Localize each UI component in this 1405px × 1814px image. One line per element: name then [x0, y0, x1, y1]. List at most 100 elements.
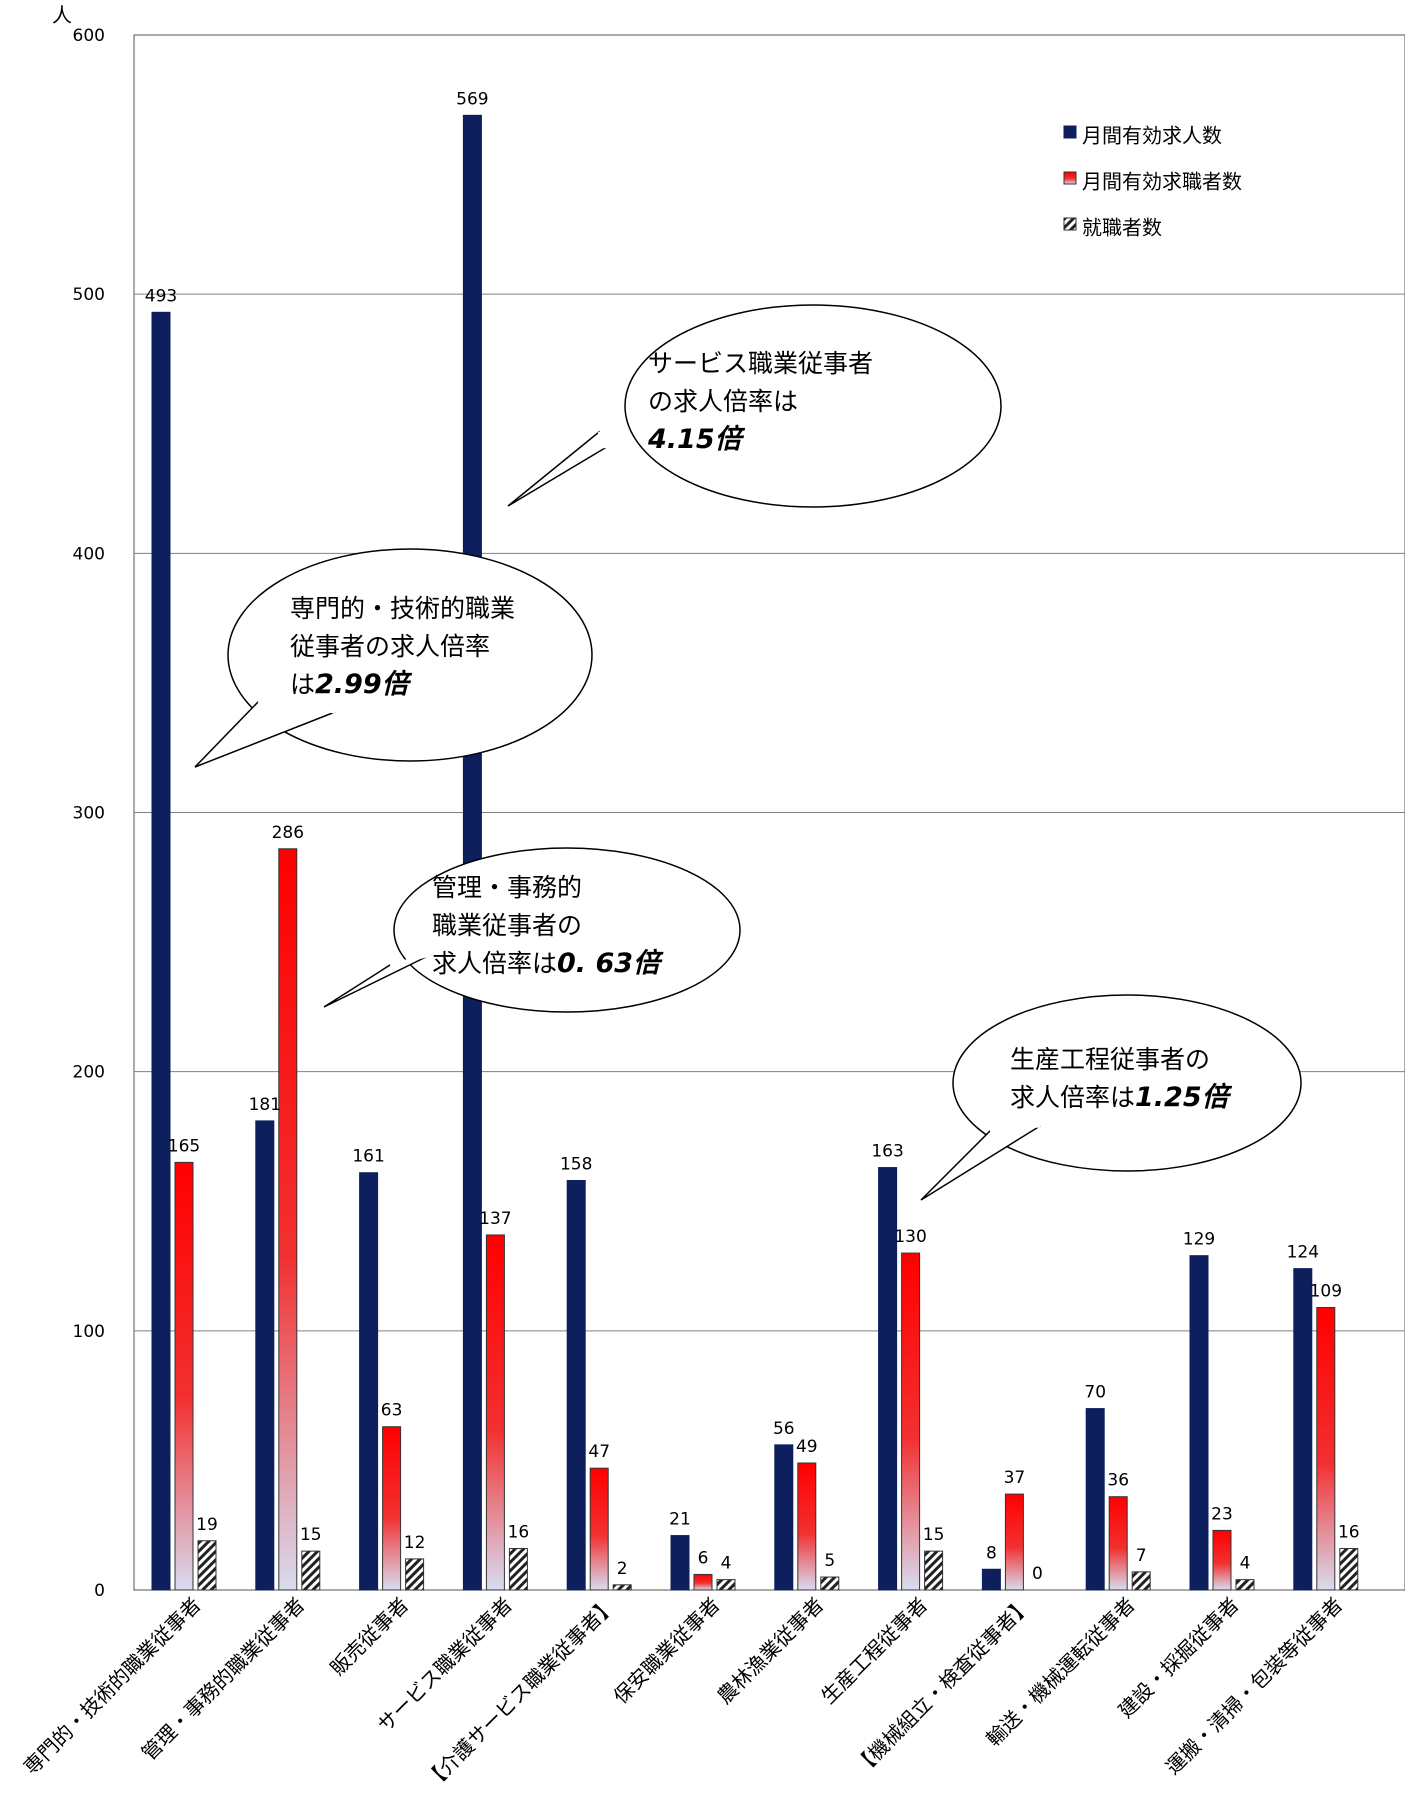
bar: [1108, 1496, 1128, 1591]
data-label: 7: [1136, 1546, 1147, 1566]
data-label: 12: [404, 1533, 426, 1553]
bar: [1085, 1408, 1105, 1591]
bar: [301, 1550, 321, 1591]
data-label: 129: [1183, 1230, 1215, 1250]
callout-tail-join: [389, 953, 431, 967]
bar: [1316, 1307, 1336, 1591]
y-tick-label: 200: [73, 1063, 105, 1083]
y-tick-label: 100: [73, 1322, 105, 1342]
callout-bubble: [624, 304, 1002, 508]
bar: [197, 1540, 217, 1591]
data-label: 5: [824, 1551, 835, 1571]
data-label: 37: [1004, 1468, 1026, 1488]
data-label: 49: [796, 1437, 818, 1457]
bar: [485, 1234, 505, 1591]
legend-swatch: [1063, 217, 1077, 231]
bar: [1131, 1571, 1151, 1591]
y-tick-label: 300: [73, 804, 105, 824]
callout-ratio: 2.99倍: [315, 669, 413, 700]
legend-label: 月間有効求人数: [1082, 124, 1222, 148]
bar: [878, 1167, 898, 1591]
callout-tail-join: [597, 431, 607, 449]
bar: [405, 1558, 425, 1591]
y-axis-label: 人: [52, 3, 72, 27]
data-label: 56: [773, 1419, 795, 1439]
callout-text: 求人倍率は1.25倍: [1010, 1082, 1233, 1113]
bar: [1004, 1493, 1024, 1591]
bar: [981, 1568, 1001, 1591]
callout-tail-join: [989, 1124, 1041, 1133]
data-label: 63: [381, 1401, 403, 1421]
data-label: 4: [721, 1554, 732, 1574]
data-label: 36: [1107, 1471, 1129, 1491]
data-label: 165: [168, 1136, 200, 1156]
bar: [151, 311, 171, 1591]
y-tick-label: 600: [73, 26, 105, 46]
data-label: 130: [894, 1227, 926, 1247]
category-label: 保安職業従事者: [609, 1593, 725, 1709]
data-label: 0: [1032, 1564, 1043, 1584]
data-label: 15: [923, 1525, 945, 1545]
bars: [151, 114, 1359, 1591]
callout-ratio: 0. 63倍: [557, 948, 664, 979]
bar: [566, 1180, 586, 1591]
callout-prefix: 求人倍率は: [432, 949, 557, 978]
callout-ratio: 1.25倍: [1135, 1082, 1233, 1113]
data-label: 109: [1310, 1282, 1342, 1302]
bar: [774, 1444, 794, 1591]
data-label: 4: [1240, 1554, 1251, 1574]
data-label: 163: [871, 1142, 903, 1162]
data-label: 161: [352, 1147, 384, 1167]
legend-label: 月間有効求職者数: [1082, 170, 1242, 194]
callout-text: サービス職業従事者: [648, 349, 873, 378]
callout-tail-join: [257, 700, 336, 714]
callout-text: 職業従事者の: [432, 911, 582, 940]
bar: [1235, 1579, 1255, 1591]
callout-bubble: [227, 548, 593, 762]
callout-text: 求人倍率は0. 63倍: [432, 948, 664, 979]
data-label: 181: [249, 1095, 281, 1115]
y-axis: 0 100 200 300 400 500 600: [73, 26, 105, 1601]
data-label: 16: [1338, 1523, 1360, 1543]
data-label: 15: [300, 1525, 322, 1545]
bar: [174, 1161, 194, 1591]
bar: [1212, 1529, 1232, 1591]
data-label: 8: [986, 1543, 997, 1563]
callout-ratio: 4.15倍: [647, 424, 746, 455]
category-label: 【機械組立・検査従事者】: [849, 1593, 1036, 1780]
legend-swatch: [1063, 125, 1077, 139]
callout-text: 専門的・技術的職業: [290, 594, 515, 623]
category-label: 農林漁業従事者: [712, 1593, 828, 1709]
bar: [1339, 1548, 1359, 1591]
category-label: 専門的・技術的職業従事者: [19, 1593, 206, 1780]
bar: [462, 114, 482, 1591]
bar: [278, 848, 298, 1591]
callout-text: 4.15倍: [647, 424, 746, 455]
category-label: 生産工程従事者: [816, 1593, 932, 1709]
bar: [359, 1172, 379, 1591]
data-label: 16: [508, 1523, 530, 1543]
bar: [716, 1579, 736, 1591]
data-label: 137: [479, 1209, 511, 1229]
bar: [1293, 1268, 1313, 1591]
bar: [589, 1467, 609, 1591]
category-label: 販売従事者: [325, 1593, 413, 1681]
bar: [693, 1573, 713, 1591]
bar: [670, 1535, 690, 1591]
category-label: 運搬・清掃・包装等従事者: [1161, 1593, 1348, 1780]
data-label: 70: [1084, 1383, 1106, 1403]
callout-prefix: 求人倍率は: [1010, 1083, 1135, 1112]
legend-swatch: [1063, 171, 1077, 185]
callout-bubble: [393, 847, 741, 1013]
data-label: 6: [698, 1548, 709, 1568]
data-label: 286: [272, 823, 304, 843]
legend-label: 就職者数: [1082, 216, 1162, 240]
data-label: 569: [456, 89, 488, 109]
data-label: 23: [1211, 1504, 1233, 1524]
data-label: 19: [196, 1515, 218, 1535]
